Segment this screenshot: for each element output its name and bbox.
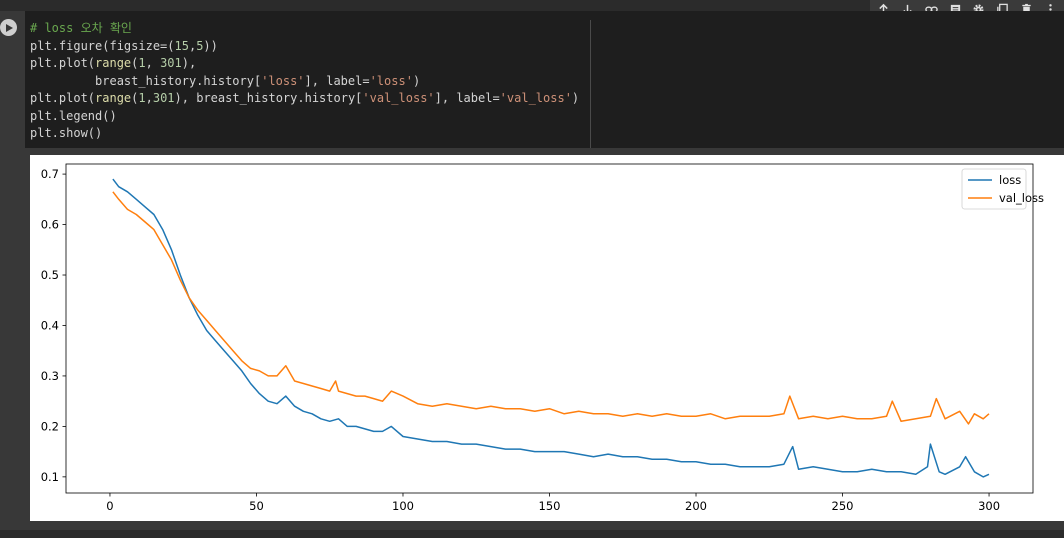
- code-token: ,: [188, 38, 197, 53]
- play-icon: [6, 23, 13, 32]
- y-tick-label: 0.6: [41, 218, 59, 232]
- code-token: 'loss': [261, 73, 305, 88]
- code-token: plt.plot(: [30, 91, 96, 105]
- y-tick-label: 0.1: [41, 470, 59, 484]
- code-token: 15: [174, 38, 189, 53]
- x-tick-label: 200: [685, 499, 707, 513]
- code-token: 301: [152, 91, 175, 105]
- code-token: ),: [181, 56, 197, 70]
- x-tick-label: 300: [978, 499, 1000, 513]
- plot-frame: [65, 163, 1034, 494]
- code-token: 'val_loss': [362, 91, 435, 105]
- code-token: 1: [138, 56, 146, 70]
- code-token: range: [95, 56, 132, 70]
- code-token: 'loss': [369, 73, 413, 88]
- code-token: ), breast_history.history[: [174, 91, 363, 105]
- code-token: plt.figure(figsize=(: [30, 38, 175, 53]
- code-token: range: [95, 91, 132, 105]
- x-tick-label: 0: [106, 499, 113, 513]
- code-token: )): [203, 38, 218, 53]
- code-line: plt.plot(range(1,301), breast_history.hi…: [30, 91, 579, 105]
- code-text[interactable]: # loss 오차 확인 plt.figure(figsize=(15,5)) …: [30, 20, 579, 143]
- code-line: plt.legend(): [30, 109, 117, 123]
- code-token: ], label=: [434, 91, 500, 105]
- code-token: 1: [138, 91, 146, 105]
- gear-icon: [973, 3, 984, 15]
- code-token: plt.plot(: [30, 56, 96, 70]
- series-line-loss: [112, 178, 990, 478]
- cell-top-border: [0, 0, 1064, 11]
- code-line: # loss 오차 확인: [30, 21, 132, 35]
- code-token: 301: [160, 56, 182, 70]
- code-line: plt.plot(range(1, 301),: [30, 56, 196, 70]
- legend-label-loss: loss: [999, 173, 1021, 187]
- code-token: plt.show(): [30, 126, 103, 140]
- delete-button[interactable]: [1017, 1, 1035, 17]
- cell-bottom-border: [0, 530, 1064, 538]
- y-tick-label: 0.4: [41, 318, 59, 332]
- code-line: plt.figure(figsize=(15,5)): [30, 39, 218, 53]
- x-tick-label: 100: [392, 499, 414, 513]
- code-line: breast_history.history['loss'], label='l…: [30, 74, 420, 88]
- y-tick-label: 0.7: [41, 167, 59, 181]
- code-token: # loss 오차 확인: [30, 21, 132, 35]
- y-tick-label: 0.2: [41, 419, 59, 433]
- code-token: ], label=: [304, 73, 370, 88]
- editor-ruler: [590, 20, 591, 148]
- code-token: ,: [145, 56, 161, 70]
- loss-chart: 0 50 100 150 200 250 300 0.1 0.2 0.3 0.4 0.5 0.6 0.7 l…: [41, 163, 1044, 513]
- code-token: ,: [145, 91, 153, 105]
- y-tick-label: 0.5: [41, 268, 59, 282]
- code-token: ): [571, 91, 580, 105]
- cell-output: 0 50 100 150 200 250 300 0.1 0.2 0.3 0.4 0.5 0.6 0.7 l…: [30, 155, 1064, 521]
- run-cell-button[interactable]: [0, 19, 17, 36]
- y-tick-label: 0.3: [41, 369, 59, 383]
- legend-label-val_loss: val_loss: [999, 191, 1044, 205]
- legend-box: [961, 168, 1027, 210]
- code-editor[interactable]: # loss 오차 확인 plt.figure(figsize=(15,5)) …: [25, 11, 1064, 148]
- x-tick-label: 250: [832, 499, 854, 513]
- cell-gutter: [0, 11, 25, 538]
- code-token: plt.legend(): [30, 108, 117, 123]
- code-token: 5: [196, 38, 204, 53]
- code-token: (: [131, 56, 139, 70]
- code-token: ): [412, 73, 421, 88]
- series-line-val_loss: [112, 191, 990, 425]
- x-tick-label: 150: [539, 499, 561, 513]
- code-token: (: [131, 91, 139, 105]
- settings-button[interactable]: [970, 1, 988, 17]
- trash-icon: [1022, 3, 1031, 15]
- code-token: 'val_loss': [499, 91, 572, 105]
- x-tick-label: 50: [249, 499, 264, 513]
- code-token: breast_history.history[: [30, 73, 262, 88]
- code-line: plt.show(): [30, 126, 102, 140]
